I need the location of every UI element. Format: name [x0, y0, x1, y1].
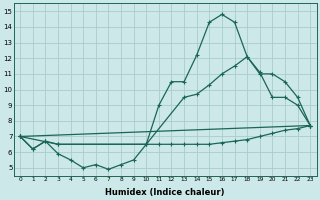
X-axis label: Humidex (Indice chaleur): Humidex (Indice chaleur): [106, 188, 225, 197]
